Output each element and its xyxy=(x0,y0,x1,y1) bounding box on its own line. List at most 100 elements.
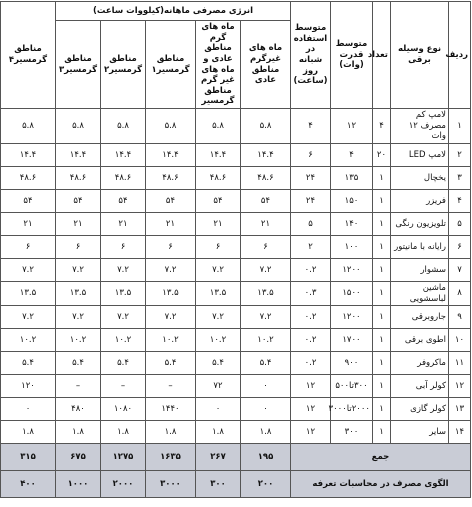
table-cell: ۱ xyxy=(372,280,391,307)
table-row: ۱ لامپ کم مصرف ۱۲ وات ۴ ۱۲ ۴ ۵.۸ ۵.۸ ۵.۸ ۵.۸ ۵.۸ ۵… xyxy=(0,108,471,144)
table-cell: ۱ xyxy=(372,420,391,445)
table-cell: ۱.۸ xyxy=(100,420,146,445)
column-header: متوسط قدرت (وات) xyxy=(330,1,373,109)
table-cell: ۷.۲ xyxy=(0,305,56,330)
table-row: ۹ جاروبرقی ۱ ۱۲۰۰ ۰.۲ ۷.۲ ۷.۲ ۷.۲ ۷.۲ ۷.۲ ۷.۲ xyxy=(0,305,471,330)
table-cell: ۱۴.۴ xyxy=(100,142,146,167)
table-cell: ۱۵۰ xyxy=(330,188,373,213)
table-cell: ۸ xyxy=(448,280,471,307)
table-cell: ۷.۲ xyxy=(100,305,146,330)
table-cell: ۱ xyxy=(372,257,391,282)
header-row: ماه های غیرگرم مناطق عادی ماه های گرم منا… xyxy=(0,20,470,109)
table-cell: ۱۴۰ xyxy=(330,211,373,236)
table-cell: ۱۰.۲ xyxy=(145,328,196,353)
table-cell: ۱۳.۵ xyxy=(54,280,102,307)
table-cell: ۵.۴ xyxy=(100,351,146,376)
pattern-value: ۱۰۰۰ xyxy=(54,470,102,499)
table-cell: ۹۰۰ xyxy=(330,351,373,376)
column-header: نوع وسیله برقی xyxy=(390,1,449,109)
table-cell: ۱ xyxy=(372,305,391,330)
column-header: ماه های غیرگرم مناطق عادی xyxy=(240,20,291,109)
table-cell: ۵.۴ xyxy=(195,351,241,376)
table-cell: ۲۱ xyxy=(240,211,291,236)
total-value: ۱۹۵ xyxy=(240,443,291,472)
table-cell: ۱ xyxy=(448,108,471,144)
table-cell: ۲ xyxy=(448,142,471,167)
table-cell: ۱۰.۲ xyxy=(240,328,291,353)
table-cell: ۵.۸ xyxy=(0,108,56,144)
table-cell: ۶ xyxy=(54,234,102,259)
table-cell: ۵.۸ xyxy=(145,108,196,144)
table-row: ۵ تلویزیون رنگی ۱ ۱۴۰ ۵ ۲۱ ۲۱ ۲۱ ۲۱ ۲۱ ۲۱ xyxy=(0,211,471,236)
table-cell: ۰ xyxy=(240,397,291,422)
table-cell: ۶ xyxy=(240,234,291,259)
total-value: ۱۲۷۵ xyxy=(100,443,146,472)
table-row: ۱۳ کولر گازی ۱ ۲۰۰۰تا۳۰۰۰ ۱۲ ۰ ۰ ۱۴۴۰ ۱۰۸۰ ۴۸۰ ۰ xyxy=(0,397,471,422)
table-cell: اطوی برقی xyxy=(390,328,449,353)
table-cell: ۲۱ xyxy=(54,211,102,236)
table-cell: ۴۸۰ xyxy=(54,397,102,422)
table-cell: کولر آبی xyxy=(390,374,449,399)
table-cell: ماکروفر xyxy=(390,351,449,376)
total-value: ۲۶۷ xyxy=(195,443,241,472)
table-cell: ۵۴ xyxy=(100,188,146,213)
pattern-value: ۲۰۰۰ xyxy=(100,470,146,499)
table-cell: ۶ xyxy=(290,142,331,167)
table-cell: ۴۸.۶ xyxy=(0,165,56,190)
table-cell: ۶ xyxy=(145,234,196,259)
table-cell: ۵.۸ xyxy=(54,108,102,144)
table-cell: ۶ xyxy=(100,234,146,259)
table-cell: ۵ xyxy=(290,211,331,236)
table-cell: ۶ xyxy=(448,234,471,259)
column-header: مناطق گرمسیر۳ xyxy=(54,20,102,109)
group-header: انرژی مصرفی ماهانه(کیلووات ساعت) xyxy=(54,1,292,21)
total-label: جمع xyxy=(290,443,471,472)
table-cell: ۴ xyxy=(330,142,373,167)
table-cell: ۷.۲ xyxy=(240,305,291,330)
table-cell: ۵.۸ xyxy=(240,108,291,144)
table-cell: ۰ xyxy=(0,397,56,422)
table-cell: – xyxy=(54,374,102,399)
table-cell: ماشین لباسشویی xyxy=(390,280,449,307)
table-cell: ۷.۲ xyxy=(145,257,196,282)
table-cell: ۵.۴ xyxy=(0,351,56,376)
table-cell: ۵.۸ xyxy=(195,108,241,144)
table-cell: ۴۸.۶ xyxy=(54,165,102,190)
table-cell: ۱ xyxy=(372,397,391,422)
table-cell: رایانه با مانیتور xyxy=(390,234,449,259)
table-cell: ۲۱ xyxy=(0,211,56,236)
table-cell: ۵۴ xyxy=(145,188,196,213)
table-cell: ۷.۲ xyxy=(195,305,241,330)
table-cell: ۱۴.۴ xyxy=(145,142,196,167)
table-cell: ۰.۲ xyxy=(290,351,331,376)
table-cell: ۰ xyxy=(240,374,291,399)
table-cell: ۱.۸ xyxy=(240,420,291,445)
table-cell: ۷ xyxy=(448,257,471,282)
table-cell: ۵.۴ xyxy=(240,351,291,376)
table-cell: ۵.۸ xyxy=(100,108,146,144)
table-cell: – xyxy=(145,374,196,399)
table-cell: ۲۴ xyxy=(290,165,331,190)
column-header: مناطق گرمسیر۲ xyxy=(100,20,146,109)
column-header: ماه های گرم مناطق عادی و ماه های غیر گرم… xyxy=(195,20,241,109)
table-row: ۷ سشوار ۱ ۱۲۰۰ ۰.۲ ۷.۲ ۷.۲ ۷.۲ ۷.۲ ۷.۲ ۷.۲ xyxy=(0,257,471,282)
table-cell: ۲۱ xyxy=(195,211,241,236)
table-cell: ۱۲۰۰ xyxy=(330,305,373,330)
table-cell: ۵۴ xyxy=(195,188,241,213)
pattern-row: الگوی مصرف در محاسبات تعرفه ۲۰۰ ۳۰۰ ۳۰۰۰ ۲۰۰… xyxy=(0,470,471,499)
table-cell: ۴۸.۶ xyxy=(100,165,146,190)
table-cell: ۴۸.۶ xyxy=(240,165,291,190)
table-cell: لامپ LED xyxy=(390,142,449,167)
table-cell: ۱۳.۵ xyxy=(145,280,196,307)
table-cell: ۱ xyxy=(372,374,391,399)
table-row: ۱۱ ماکروفر ۱ ۹۰۰ ۰.۲ ۵.۴ ۵.۴ ۵.۴ ۵.۴ ۵.۴ ۵.۴ xyxy=(0,351,471,376)
table-cell: ۰.۲ xyxy=(290,328,331,353)
table-cell: ۱۰.۲ xyxy=(195,328,241,353)
table-cell: ۶ xyxy=(0,234,56,259)
table-cell: ۵۴ xyxy=(54,188,102,213)
table-cell: ۱۳.۵ xyxy=(100,280,146,307)
column-header: ردیف xyxy=(445,1,471,109)
table-row: ۱۲ کولر آبی ۱ ۳۰۰تا۵۰۰ ۱۲ ۰ ۷۲– – –۱۲۰ xyxy=(0,374,471,399)
table-cell: ۰.۲ xyxy=(290,257,331,282)
